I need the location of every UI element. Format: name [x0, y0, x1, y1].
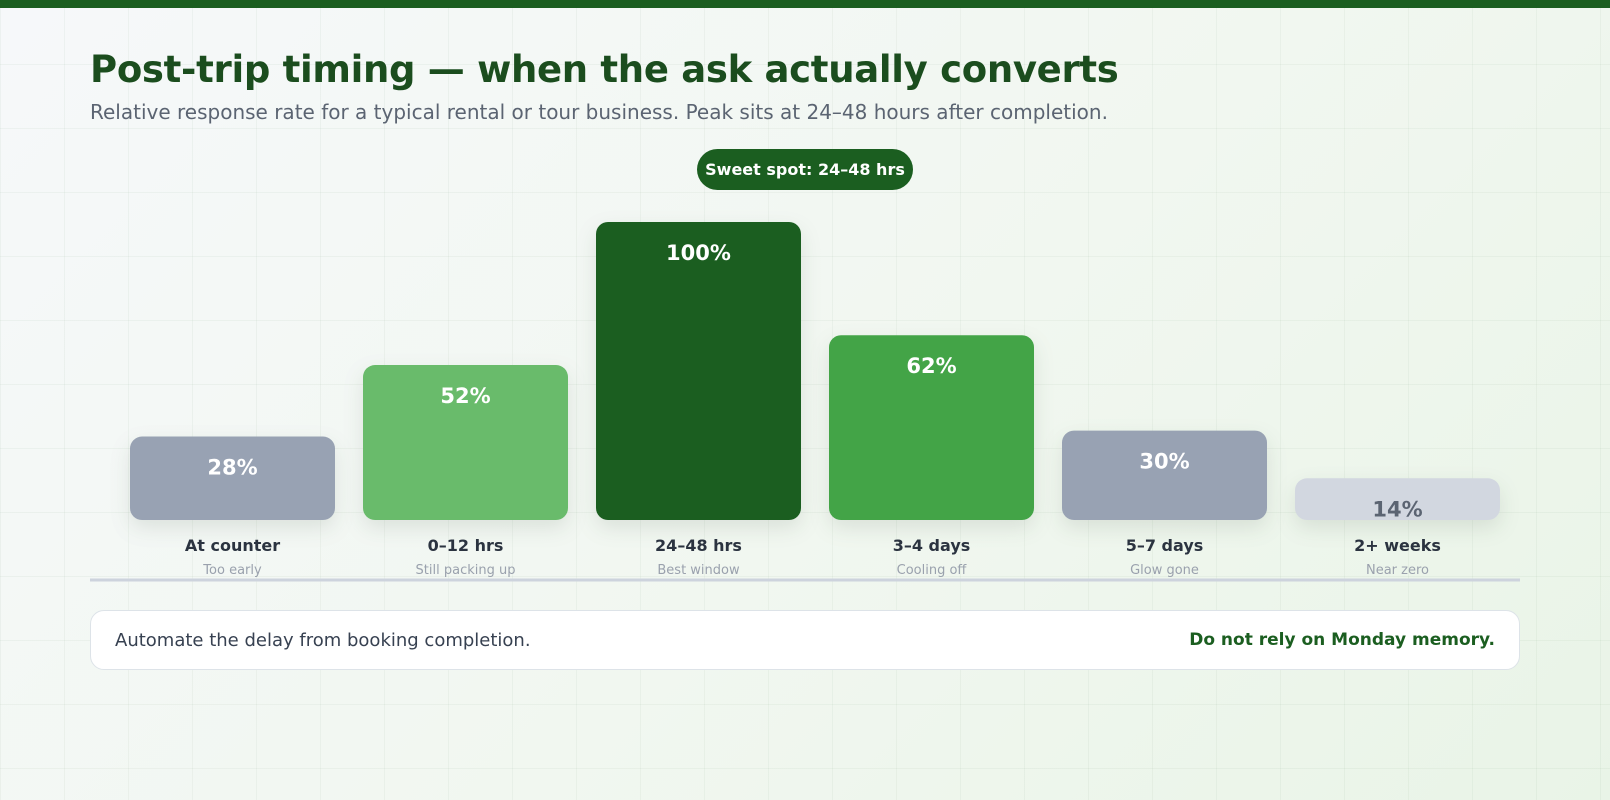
bar-value-label-3: 62%: [906, 354, 956, 378]
category-label-1: 0–12 hrs: [428, 536, 504, 555]
footer-right-text: Do not rely on Monday memory.: [1189, 630, 1495, 650]
category-label-0: At counter: [185, 536, 280, 555]
bar-value-label-0: 28%: [207, 456, 257, 480]
bar-1: [363, 365, 568, 520]
bar-5: [1295, 478, 1500, 520]
bar-value-label-1: 52%: [440, 384, 490, 408]
top-accent-bar: [0, 0, 1610, 8]
page-title: Post-trip timing — when the ask actually…: [90, 48, 1119, 91]
bar-2: [596, 222, 801, 520]
bar-value-label-5: 14%: [1372, 497, 1422, 521]
sweet-spot-badge: Sweet spot: 24–48 hrs: [697, 149, 913, 190]
category-sublabel-3: Cooling off: [897, 563, 968, 578]
category-sublabel-5: Near zero: [1366, 563, 1429, 578]
category-label-5: 2+ weeks: [1354, 536, 1441, 555]
bar-0: [130, 436, 335, 520]
category-label-2: 24–48 hrs: [655, 536, 742, 555]
category-sublabel-4: Glow gone: [1130, 563, 1199, 578]
bar-value-label-2: 100%: [666, 241, 731, 265]
bar-4: [1062, 430, 1267, 520]
category-label-4: 5–7 days: [1126, 536, 1204, 555]
category-sublabel-0: Too early: [202, 563, 262, 578]
bar-value-label-4: 30%: [1139, 450, 1189, 474]
bar-3: [829, 335, 1034, 520]
category-sublabel-1: Still packing up: [416, 563, 516, 578]
category-label-3: 3–4 days: [893, 536, 971, 555]
bars-group: 28% At counter Too early 52% 0–12 hrs Still p…: [130, 222, 1500, 578]
response-rate-bar-chart: 28% At counter Too early 52% 0–12 hrs Still p…: [90, 222, 1520, 582]
footer-callout: Automate the delay from booking completi…: [90, 610, 1520, 670]
category-sublabel-2: Best window: [657, 563, 740, 578]
page-subtitle: Relative response rate for a typical ren…: [90, 100, 1108, 124]
footer-left-text: Automate the delay from booking completi…: [115, 629, 531, 651]
